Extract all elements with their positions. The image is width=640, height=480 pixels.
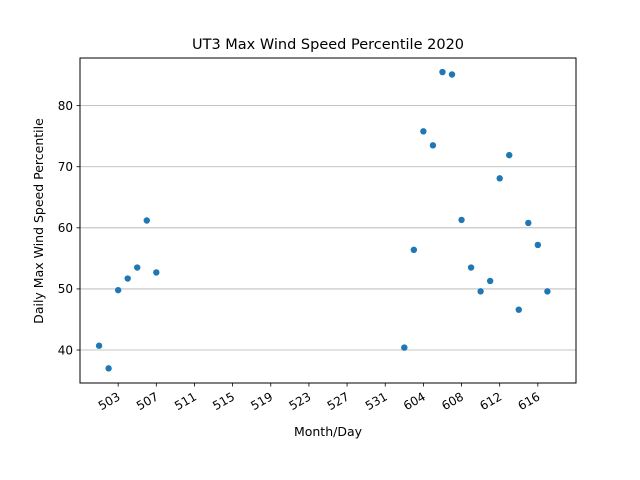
data-point [544, 288, 551, 295]
x-axis-label: Month/Day [294, 424, 363, 439]
data-point [525, 219, 532, 227]
data-point [506, 151, 513, 159]
data-point [134, 264, 141, 271]
grid-lines [80, 105, 576, 351]
y-axis-label: Daily Max Wind Speed Percentile [31, 118, 46, 324]
data-point [95, 342, 103, 349]
data-point [105, 365, 112, 372]
data-point [420, 128, 427, 135]
data-point [410, 246, 418, 254]
data-point [143, 217, 150, 224]
data-point [515, 306, 522, 313]
data-point [496, 175, 503, 182]
y-tick-label: 80 [58, 99, 73, 113]
y-tick-label: 70 [58, 160, 73, 174]
data-point [486, 277, 494, 285]
data-point [458, 216, 465, 224]
data-point [477, 288, 484, 295]
data-point [401, 344, 408, 351]
y-tick-label: 60 [58, 221, 73, 235]
data-point [467, 264, 475, 271]
y-tick-label: 50 [58, 282, 73, 296]
y-tick-label: 40 [58, 343, 73, 357]
plot-frame [79, 57, 577, 384]
data-point [534, 241, 542, 249]
data-point [448, 71, 456, 78]
data-point [153, 269, 160, 276]
data-point [124, 275, 131, 282]
chart-title: UT3 Max Wind Speed Percentile 2020 [192, 37, 464, 53]
data-point [114, 286, 122, 294]
data-point [429, 142, 437, 149]
data-point [439, 68, 446, 76]
y-axis-ticks: 40 50 60 70 80 [58, 99, 80, 357]
data-points [95, 68, 551, 372]
